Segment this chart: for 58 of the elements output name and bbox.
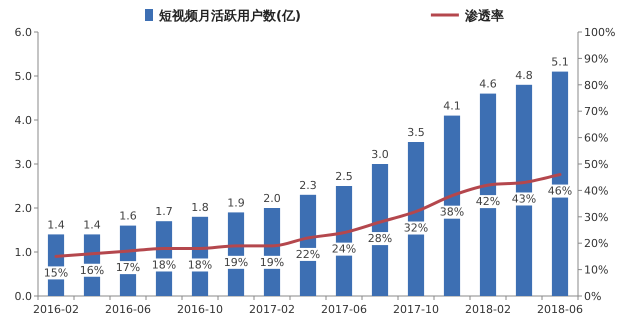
data-label: 43% <box>512 192 536 206</box>
data-label: 3.0 <box>371 148 389 161</box>
y2-tick-label: 50% <box>584 158 608 171</box>
x-tick-label: 2018-02 <box>465 303 511 316</box>
y-tick-label: 2.0 <box>14 202 32 215</box>
y2-tick-label: 10% <box>584 264 608 277</box>
legend-label: 渗透率 <box>464 8 504 24</box>
data-label: 16% <box>80 264 104 277</box>
data-label: 4.1 <box>443 100 461 113</box>
data-label: 1.4 <box>83 218 101 232</box>
y2-tick-label: 70% <box>584 105 608 118</box>
y2-tick-label: 90% <box>584 52 608 66</box>
y2-tick-label: 60% <box>584 132 608 145</box>
data-label: 5.1 <box>551 56 569 69</box>
x-tick-label: 2017-10 <box>393 303 439 316</box>
data-label: 18% <box>152 258 176 272</box>
x-tick-label: 2016-06 <box>105 303 151 316</box>
data-label: 3.5 <box>407 126 425 139</box>
data-label: 2.0 <box>263 192 281 205</box>
data-label: 1.4 <box>47 218 65 232</box>
y-tick-label: 1.0 <box>14 246 32 259</box>
data-label: 46% <box>548 184 572 198</box>
data-label: 2.5 <box>335 170 353 183</box>
y-tick-label: 6.0 <box>14 26 32 39</box>
y-tick-label: 3.0 <box>14 158 32 171</box>
y-tick-label: 5.0 <box>14 70 32 83</box>
data-label: 4.6 <box>479 78 497 91</box>
y2-tick-label: 30% <box>584 210 608 224</box>
data-label: 18% <box>188 258 212 272</box>
data-label: 2.3 <box>299 178 317 192</box>
y2-tick-label: 20% <box>584 237 608 250</box>
data-label: 42% <box>476 195 500 208</box>
data-label: 28% <box>368 232 392 246</box>
x-tick-label: 2018-06 <box>537 303 583 316</box>
y2-tick-label: 80% <box>584 78 608 92</box>
data-label: 1.9 <box>227 196 245 210</box>
data-label: 22% <box>296 248 320 261</box>
y-tick-label: 4.0 <box>14 114 32 127</box>
y2-tick-label: 100% <box>584 26 616 39</box>
data-label: 15% <box>44 266 68 280</box>
y2-tick-label: 40% <box>584 184 608 198</box>
x-tick-label: 2016-10 <box>177 303 223 316</box>
legend-label: 短视频月活跃用户数(亿) <box>158 8 301 24</box>
data-label: 24% <box>332 242 356 256</box>
data-label: 4.8 <box>515 68 533 82</box>
data-label: 38% <box>440 206 464 219</box>
x-tick-label: 2016-02 <box>33 303 79 316</box>
data-label: 32% <box>404 222 428 235</box>
data-label: 1.8 <box>191 200 209 214</box>
data-label: 1.6 <box>119 210 137 223</box>
data-label: 17% <box>116 261 140 274</box>
y2-tick-label: 0% <box>584 290 602 303</box>
data-label: 19% <box>224 256 248 269</box>
y-tick-label: 0.0 <box>14 290 32 303</box>
x-tick-label: 2017-06 <box>321 303 367 316</box>
x-tick-label: 2017-02 <box>249 303 295 316</box>
data-label: 19% <box>260 256 284 269</box>
data-label: 1.7 <box>155 205 173 218</box>
